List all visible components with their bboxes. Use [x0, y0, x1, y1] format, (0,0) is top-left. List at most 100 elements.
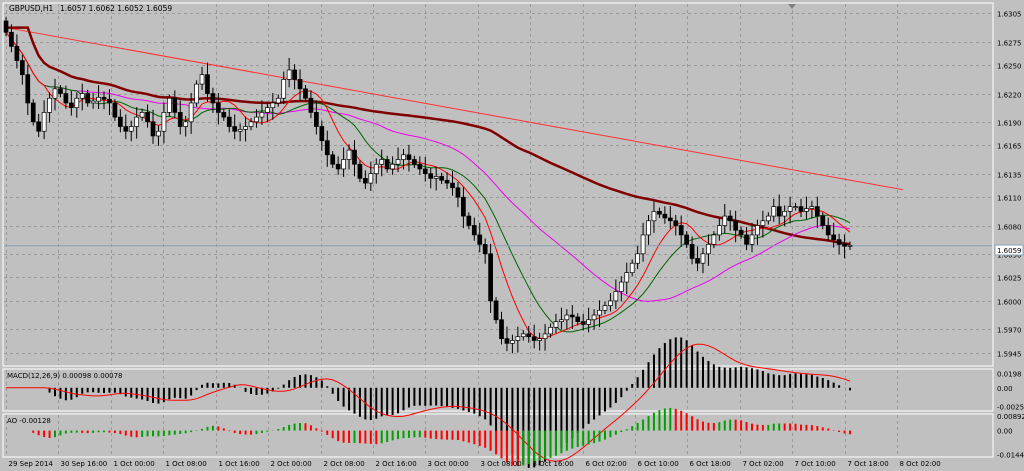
- macd-tick-label: -0.0025: [997, 403, 1024, 411]
- candle-body: [368, 173, 374, 184]
- candle-body: [341, 159, 346, 170]
- candle-body: [526, 333, 532, 338]
- candle-body: [608, 300, 613, 306]
- candle-body: [662, 213, 668, 219]
- candle-body: [591, 314, 597, 321]
- candle-body: [831, 234, 837, 240]
- candle-body: [319, 126, 325, 142]
- candle-body: [112, 102, 118, 118]
- candle-body: [379, 159, 385, 165]
- candle-body: [466, 215, 472, 226]
- candle-body: [575, 316, 581, 322]
- candle-body: [624, 272, 630, 283]
- candle-body: [243, 126, 248, 130]
- candle-body: [117, 116, 123, 127]
- candle-body: [569, 314, 575, 318]
- candle-body: [847, 244, 853, 247]
- time-tick-label: 6 Oct 18:00: [690, 460, 731, 468]
- time-tick-label: 3 Oct 00:00: [428, 460, 469, 468]
- candle-body: [303, 88, 308, 99]
- candle-body: [706, 244, 711, 255]
- chart-shift-marker-icon[interactable]: [788, 4, 796, 9]
- candle-body: [47, 97, 52, 113]
- ohlc-header: 1.6057 1.6062 1.6052 1.6059: [60, 4, 172, 13]
- macd-tick-label: 0.0198: [997, 371, 1022, 379]
- candle-body: [270, 102, 276, 109]
- ao-tick-label: 0.00: [997, 428, 1013, 436]
- candle-body: [205, 74, 210, 94]
- candle-body: [259, 112, 265, 118]
- candle-body: [471, 225, 477, 236]
- time-tick-label: 1 Oct 00:00: [114, 460, 155, 468]
- candle-body: [809, 206, 815, 209]
- candle-body: [640, 234, 646, 255]
- candle-body: [352, 149, 357, 165]
- candle-body: [150, 121, 156, 137]
- candle-body: [395, 159, 401, 165]
- candle-body: [689, 244, 695, 259]
- macd-label: MACD(12,26,9) 0.00098 0.00078: [7, 372, 123, 380]
- candle-body: [559, 319, 564, 322]
- time-tick-label: 6 Oct 10:00: [638, 460, 679, 468]
- price-tick-label: 1.6220: [997, 92, 1022, 100]
- candle-body: [499, 319, 504, 339]
- candle-body: [782, 211, 788, 217]
- candle-body: [390, 163, 395, 170]
- candle-body: [564, 314, 570, 321]
- candle-body: [657, 211, 662, 215]
- price-tick-label: 1.6275: [997, 40, 1022, 48]
- candle-body: [771, 206, 777, 217]
- candle-body: [417, 163, 423, 170]
- candle-body: [695, 258, 700, 264]
- candle-body: [716, 225, 722, 236]
- candle-body: [216, 102, 221, 113]
- candle-body: [488, 253, 493, 302]
- candle-body: [814, 206, 820, 217]
- candle-body: [254, 116, 259, 123]
- candle-body: [308, 97, 314, 113]
- price-tick-label: 1.6025: [997, 275, 1022, 283]
- candle-body: [776, 206, 782, 217]
- candle-body: [804, 208, 809, 212]
- time-tick-label: 2 Oct 08:00: [324, 460, 365, 468]
- time-tick-label: 3 Oct 08:00: [481, 460, 522, 468]
- candle-body: [232, 126, 238, 132]
- candle-body: [842, 244, 847, 247]
- candle-body: [14, 46, 20, 61]
- candle-body: [744, 234, 749, 245]
- candle-body: [237, 129, 243, 132]
- time-tick-label: 30 Sep 16:00: [61, 460, 108, 468]
- candle-body: [199, 74, 205, 85]
- candle-body: [727, 215, 733, 222]
- candle-body: [346, 149, 352, 160]
- ao-panel-frame: [2, 413, 994, 458]
- candle-body: [455, 187, 461, 198]
- ao-label: AO -0.00128: [7, 417, 51, 425]
- candle-body: [493, 300, 499, 321]
- time-tick-label: 7 Oct 02:00: [743, 460, 784, 468]
- candle-body: [194, 83, 199, 104]
- candle-body: [798, 206, 804, 212]
- time-tick-label: 1 Oct 08:00: [166, 460, 207, 468]
- candle-body: [515, 336, 521, 341]
- price-tick-label: 1.5945: [997, 351, 1022, 359]
- candle-body: [580, 321, 586, 325]
- candle-body: [221, 112, 227, 118]
- time-tick-label: 8 Oct 02:00: [900, 460, 941, 468]
- candle-body: [324, 140, 330, 156]
- candle-body: [357, 163, 363, 179]
- ao-layer: [32, 407, 851, 467]
- candle-body: [613, 291, 619, 302]
- candle-body: [450, 182, 455, 189]
- candle-body: [542, 333, 548, 339]
- candle-body: [79, 93, 85, 99]
- candle-body: [281, 79, 287, 99]
- candles: [3, 17, 853, 354]
- candle-body: [520, 333, 526, 338]
- time-tick-label: 6 Oct 02:00: [586, 460, 627, 468]
- time-tick-label: 1 Oct 16:00: [219, 460, 260, 468]
- candle-body: [63, 93, 69, 104]
- candle-body: [444, 179, 450, 184]
